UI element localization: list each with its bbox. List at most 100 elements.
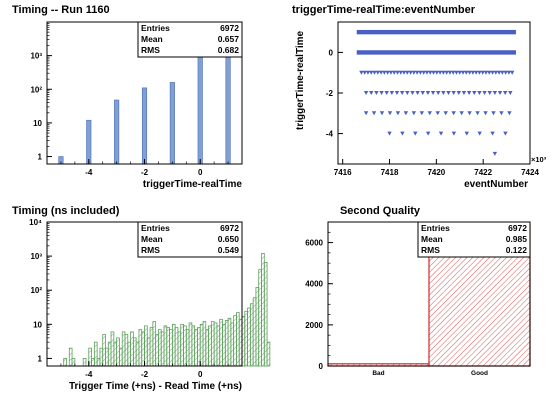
x-axis-label: Trigger Time (+ns) - Read Time (+ns) — [69, 381, 242, 392]
stats-entries-label: Entries — [141, 223, 170, 233]
y-axis-label: triggerTime-realTime — [295, 30, 306, 130]
histogram-bar — [71, 358, 76, 367]
scatter-point — [461, 91, 467, 95]
histogram-bar — [177, 331, 182, 367]
scatter-point — [424, 70, 430, 75]
y-tick-label: 1 — [38, 354, 43, 363]
histogram-bar — [255, 287, 260, 367]
scatter-point — [466, 91, 472, 95]
histogram-bar — [227, 317, 232, 367]
x-tick-label: 0 — [198, 370, 203, 379]
scatter-point — [467, 111, 472, 116]
histogram-bar — [155, 334, 159, 367]
scatter-band — [356, 50, 516, 55]
histogram-bar — [174, 327, 179, 367]
scatter-point — [490, 131, 495, 136]
scatter-point — [451, 131, 457, 136]
stats-rms-label: RMS — [141, 45, 160, 55]
x-tick-label: 7422 — [474, 168, 492, 177]
scatter-point — [398, 70, 403, 75]
chart-title: triggerTime-realTime:eventNumber — [292, 4, 476, 16]
scatter-point — [399, 91, 405, 95]
stats-entries-value: 6972 — [508, 223, 527, 233]
histogram-bar — [202, 321, 207, 367]
stats-entries-label: Entries — [141, 23, 170, 33]
histogram-bar — [102, 334, 106, 367]
x-tick-label: 0 — [198, 168, 203, 177]
histogram-bar — [91, 358, 95, 367]
histogram-bar — [107, 341, 112, 367]
histogram-bar — [205, 329, 209, 367]
scatter-point — [497, 91, 503, 95]
scatter-point — [482, 91, 487, 95]
scatter-point — [441, 70, 446, 75]
x-axis-exponent: ×10³ — [531, 155, 547, 164]
scatter-point — [363, 111, 369, 116]
scatter-point — [431, 70, 436, 75]
scatter-point — [487, 91, 492, 95]
stats-rms-value: 0.122 — [506, 245, 528, 255]
histogram-bar — [213, 322, 218, 367]
panel-timing-run: Timing -- Run 1160 -4 -2 0 1 10 10² 10³ triggerT… — [12, 4, 243, 190]
y-tick-label: 4000 — [305, 280, 323, 289]
scatter-point — [421, 70, 426, 75]
histogram-bar — [110, 331, 115, 367]
scatter-point — [418, 70, 423, 75]
scatter-point — [375, 70, 381, 75]
histogram-bar — [224, 320, 229, 367]
histogram-bar — [188, 322, 193, 367]
scatter-point — [503, 70, 508, 75]
x-tick-label: -4 — [85, 168, 93, 177]
scatter-point — [456, 91, 462, 95]
histogram-bar — [233, 315, 237, 367]
scatter-point — [369, 91, 374, 95]
scatter-point — [472, 91, 477, 95]
scatter-point — [457, 70, 462, 75]
histogram-bar — [135, 341, 140, 367]
stats-mean-label: Mean — [141, 34, 163, 44]
scatter-point — [394, 91, 400, 95]
scatter-point — [385, 70, 390, 75]
scatter-point — [372, 70, 377, 75]
scatter-point — [395, 70, 400, 75]
scatter-point — [379, 91, 384, 95]
histogram-bar — [149, 327, 154, 367]
histogram-bar — [86, 119, 92, 165]
x-tick-label: 7420 — [427, 168, 445, 177]
scatter-point — [444, 70, 449, 75]
scatter-point — [365, 70, 371, 75]
stats-box — [137, 21, 243, 58]
scatter-point — [477, 70, 482, 75]
scatter-point — [411, 111, 417, 116]
histogram-bar — [183, 325, 187, 367]
histogram-bar — [158, 329, 162, 367]
scatter-point — [493, 70, 499, 75]
histogram-bar — [132, 337, 137, 367]
scatter-point — [411, 70, 417, 75]
histogram-bar — [146, 337, 151, 367]
scatter-point — [371, 111, 377, 116]
stats-rms-value: 0.682 — [218, 45, 240, 55]
scatter-point — [508, 91, 513, 95]
histogram-bar — [180, 323, 184, 367]
y-tick-label: 10⁴ — [29, 218, 42, 227]
scatter-point — [477, 131, 482, 136]
stats-mean-value: 0.985 — [506, 234, 528, 244]
histogram-bar — [197, 47, 203, 165]
scatter-point — [428, 70, 433, 75]
scatter-point — [483, 111, 488, 116]
scatter-point — [487, 70, 492, 75]
category-label: Good — [471, 370, 488, 377]
stats-rms-label: RMS — [421, 245, 440, 255]
y-tick-label: 0 — [329, 48, 334, 57]
histogram-bar — [252, 297, 257, 367]
scatter-point — [405, 91, 410, 95]
chart-title: Timing (ns included) — [12, 205, 120, 217]
scatter-point — [460, 70, 466, 75]
histogram-bar — [141, 87, 148, 165]
y-tick-label: 10² — [30, 286, 42, 295]
y-tick-label: -4 — [326, 130, 334, 139]
scatter-point — [464, 70, 469, 75]
scatter-point — [436, 91, 441, 95]
y-tick-label: 10³ — [30, 252, 42, 261]
